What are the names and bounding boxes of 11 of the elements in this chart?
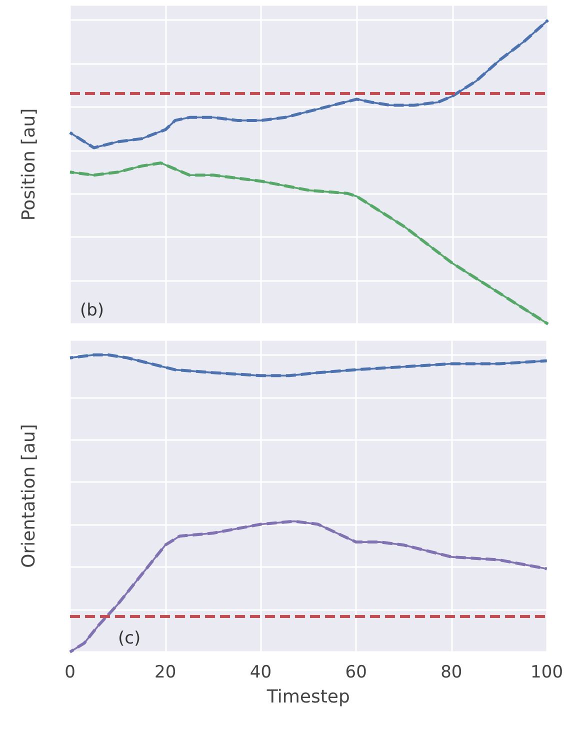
x-tick-label: 60 bbox=[345, 662, 367, 682]
x-tick-label: 80 bbox=[440, 662, 462, 682]
annotation: (b) bbox=[80, 300, 104, 320]
y-axis-title: Orientation [au] bbox=[18, 424, 40, 568]
annotation: (c) bbox=[118, 628, 141, 648]
x-tick-label: 100 bbox=[530, 662, 564, 682]
x-tick-label: 0 bbox=[64, 662, 76, 682]
x-tick-label: 40 bbox=[250, 662, 272, 682]
x-axis-title: Timestep bbox=[266, 686, 350, 708]
y-axis-title: Position [au] bbox=[18, 108, 40, 221]
x-tick-label: 20 bbox=[154, 662, 176, 682]
